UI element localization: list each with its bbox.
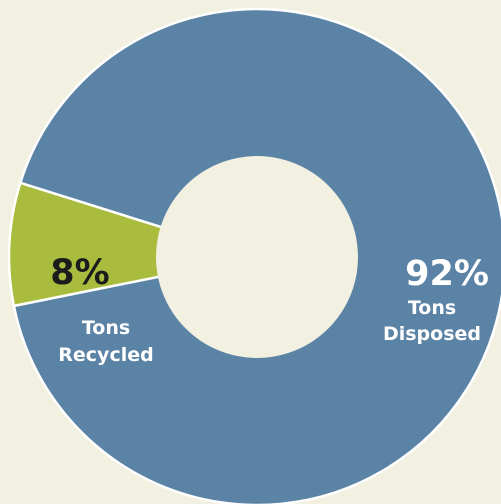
slice-tons-recycled xyxy=(7,181,259,308)
slice-value-label-disposed: 92% xyxy=(405,254,489,294)
slice-category-label-disposed-line2: Disposed xyxy=(383,323,481,345)
slice-category-label-recycled-line2: Recycled xyxy=(58,344,153,366)
slice-category-label-disposed-line1: Tons xyxy=(408,297,456,319)
slice-value-label-recycled: 8% xyxy=(50,253,109,293)
donut-hole xyxy=(156,156,358,358)
slice-category-label-recycled-line1: Tons xyxy=(82,317,130,339)
